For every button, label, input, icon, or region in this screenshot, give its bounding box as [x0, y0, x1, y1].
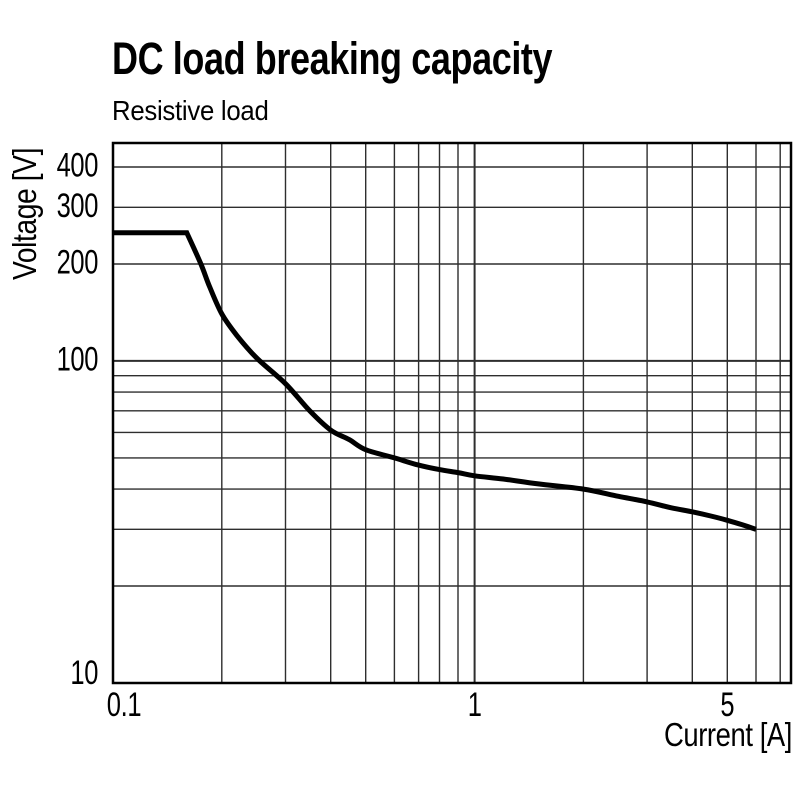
capacity-curve — [113, 230, 757, 532]
x-tick-label-1: 1 — [468, 686, 482, 724]
y-tick-label-300: 300 — [57, 187, 98, 225]
plot-frame — [111, 141, 793, 685]
x-tick-label-0.1: 0.1 — [107, 686, 141, 724]
y-axis-label: Voltage [V] — [6, 148, 43, 280]
y-tick-label-10: 10 — [70, 654, 98, 692]
y-tick-label-200: 200 — [57, 244, 98, 282]
y-tick-label-400: 400 — [57, 147, 98, 185]
x-axis-label: Current [A] — [664, 716, 792, 753]
y-tick-label-100: 100 — [57, 340, 98, 378]
chart-subtitle: Resistive load — [112, 95, 269, 126]
page-title: DC load breaking capacity — [112, 33, 553, 84]
x-tick-label-5: 5 — [720, 686, 734, 724]
